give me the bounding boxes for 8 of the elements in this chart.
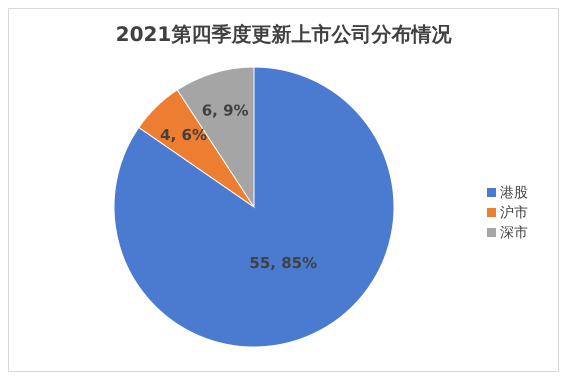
legend-label: 沪市 [500, 205, 528, 221]
data-label: 55, 85% [249, 254, 318, 272]
data-label: 4, 6% [160, 126, 208, 144]
chart-title: 2021第四季度更新上市公司分布情况 [114, 21, 452, 48]
legend-label: 深市 [500, 225, 528, 241]
data-label: 6, 9% [202, 101, 249, 120]
legend-label: 港股 [500, 185, 528, 201]
pie-slice [114, 66, 394, 348]
